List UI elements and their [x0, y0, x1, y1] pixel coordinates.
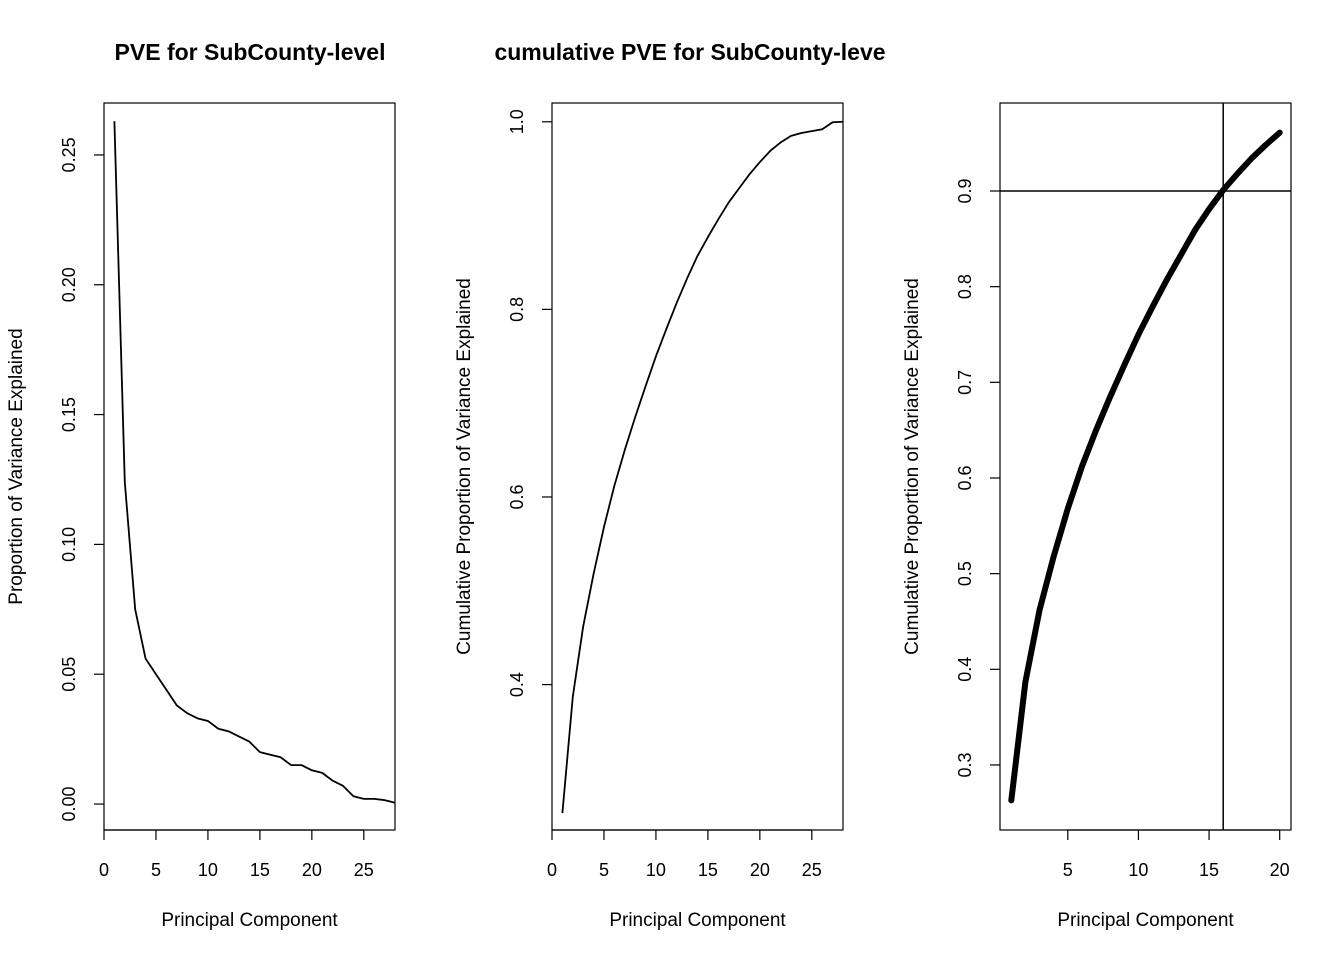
x-tick-label: 20 [1270, 860, 1290, 880]
cumulative-pve-series-line [561, 120, 844, 814]
y-tick-label: 0.6 [955, 465, 975, 490]
y-tick-label: 0.8 [507, 297, 527, 322]
x-tick-label: 25 [802, 860, 822, 880]
y-tick-label: 0.8 [955, 274, 975, 299]
x-tick-label: 5 [151, 860, 161, 880]
pve-series-line [113, 121, 396, 804]
x-tick-label: 25 [354, 860, 374, 880]
y-axis-label-pve: Proportion of Variance Explained [6, 328, 27, 604]
tick-group-cumulative-pve: 0 5 10 15 20 25 0.4 0.6 0.8 1.0 [507, 109, 822, 880]
x-tick-label: 15 [1199, 860, 1219, 880]
y-tick-label: 1.0 [507, 109, 527, 134]
x-tick-label: 10 [198, 860, 218, 880]
x-tick-label: 20 [302, 860, 322, 880]
y-tick-label: 0.4 [507, 672, 527, 697]
x-tick-label: 0 [547, 860, 557, 880]
plot-frame-cumulative-pve [551, 102, 844, 831]
x-tick-label: 5 [1063, 860, 1073, 880]
y-tick-label: 0.9 [955, 178, 975, 203]
panel-pve: PVE for SubCounty-level 0 5 10 15 20 25 0.00 0.… [6, 39, 396, 931]
plot-frame-pve [103, 102, 396, 831]
x-tick-label: 0 [99, 860, 109, 880]
y-tick-label: 0.10 [59, 527, 79, 562]
x-axis-label-threshold: Principal Component [1057, 910, 1234, 931]
x-axis-label-pve: Principal Component [161, 910, 338, 931]
y-tick-label: 0.00 [59, 787, 79, 822]
y-axis-label-threshold: Cumulative Proportion of Variance Explai… [902, 278, 923, 655]
chart-title-cumulative-pve: cumulative PVE for SubCounty-leve [494, 39, 885, 65]
y-axis-label-cumulative-pve: Cumulative Proportion of Variance Explai… [454, 278, 475, 655]
x-tick-label: 10 [646, 860, 666, 880]
y-tick-label: 0.25 [59, 137, 79, 172]
chart-title-pve: PVE for SubCounty-level [115, 39, 386, 65]
x-tick-label: 15 [250, 860, 270, 880]
y-tick-label: 0.5 [955, 561, 975, 586]
y-tick-label: 0.7 [955, 370, 975, 395]
plot-frame-threshold [999, 102, 1292, 831]
x-tick-label: 10 [1128, 860, 1148, 880]
x-axis-label-cumulative-pve: Principal Component [609, 910, 786, 931]
x-tick-label: 20 [750, 860, 770, 880]
panel-cumulative-pve: cumulative PVE for SubCounty-leve 0 5 10 15… [454, 39, 886, 931]
x-tick-label: 5 [599, 860, 609, 880]
panel-cumulative-pve-threshold: 5 10 15 20 0.3 0.4 0.5 0.6 0.7 0.8 0.9 Principal C… [902, 102, 1292, 931]
tick-group-pve: 0 5 10 15 20 25 0.00 0.05 0.10 0.15 0.20 0.25 [59, 137, 374, 880]
y-tick-label: 0.4 [955, 657, 975, 682]
tick-group-threshold: 5 10 15 20 0.3 0.4 0.5 0.6 0.7 0.8 0.9 [955, 178, 1290, 880]
x-tick-label: 15 [698, 860, 718, 880]
cumulative-pve-thick-series-line [1008, 129, 1283, 804]
y-tick-label: 0.05 [59, 657, 79, 692]
y-tick-label: 0.3 [955, 752, 975, 777]
y-tick-label: 0.20 [59, 267, 79, 302]
y-tick-label: 0.6 [507, 484, 527, 509]
y-tick-label: 0.15 [59, 397, 79, 432]
